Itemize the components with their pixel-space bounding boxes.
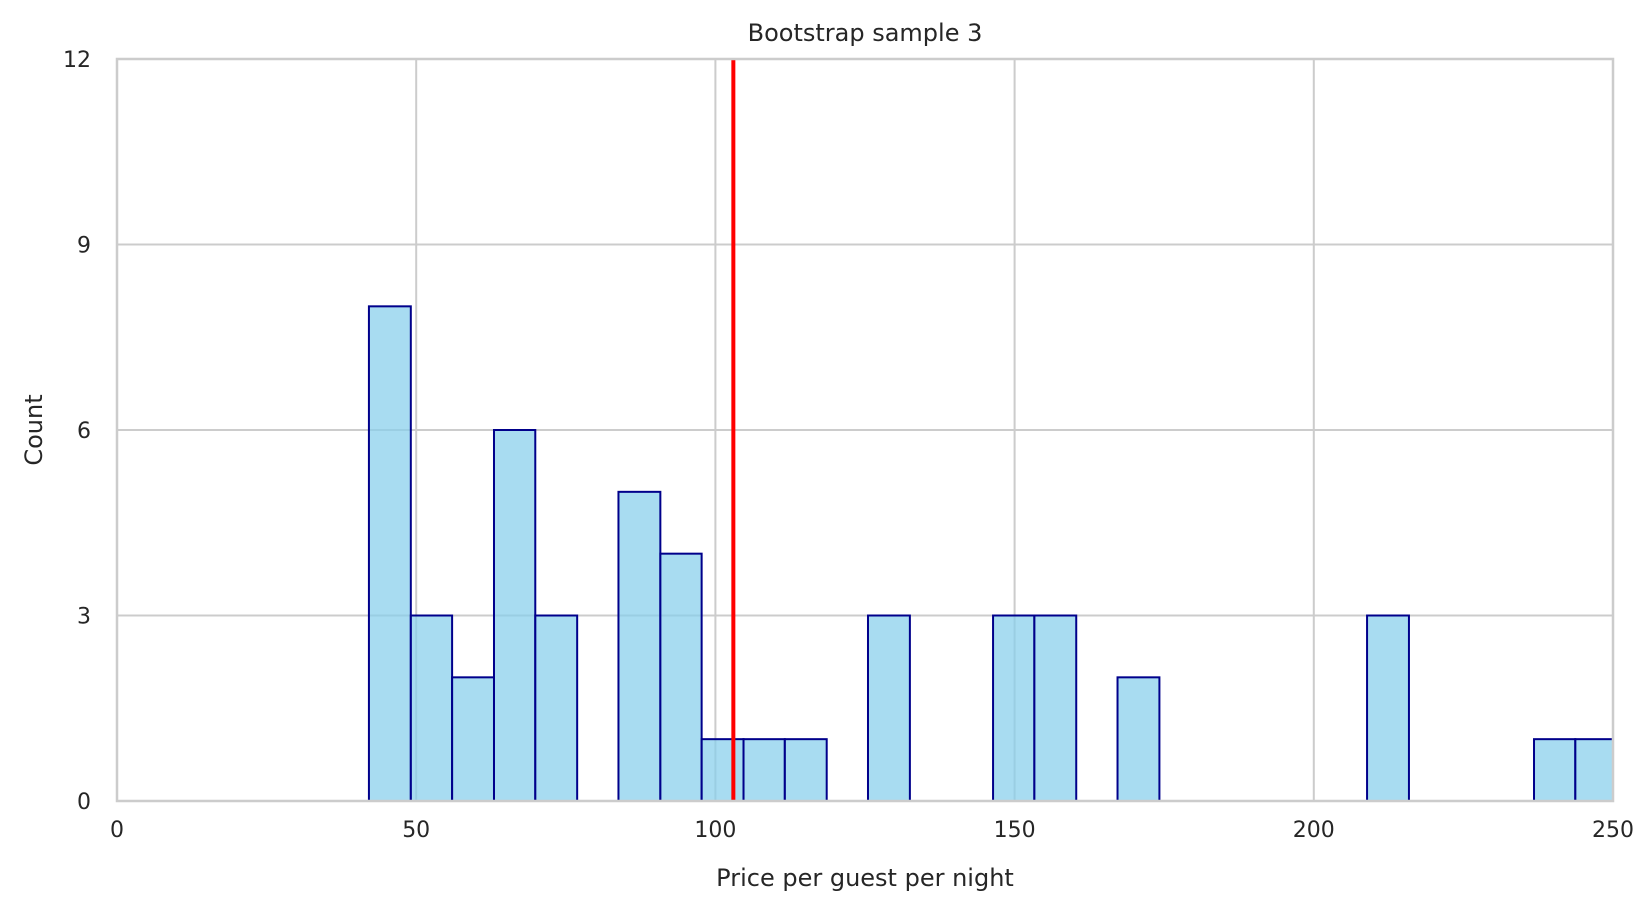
- histogram-bars: [367, 305, 1614, 803]
- histogram-bar: [451, 676, 495, 802]
- histogram-bar: [1533, 738, 1577, 803]
- histogram-bar: [866, 614, 911, 802]
- histogram-bar: [700, 738, 745, 803]
- histogram-bar: [1116, 676, 1161, 802]
- x-tick-labels: 0 50 100 150 200 250: [110, 818, 1634, 843]
- histogram-bar: [409, 614, 454, 802]
- y-axis-label: Count: [20, 394, 48, 465]
- x-tick-label: 150: [994, 818, 1036, 843]
- x-tick-label: 0: [110, 818, 124, 843]
- plot-frame: [115, 57, 1615, 803]
- histogram-bar: [492, 429, 537, 802]
- histogram-bar: [1574, 738, 1614, 803]
- histogram-bar: [534, 614, 579, 802]
- x-tick-label: 50: [402, 818, 430, 843]
- x-tick-label: 200: [1293, 818, 1335, 843]
- histogram-bar: [742, 738, 786, 803]
- y-tick-labels: 0 3 6 9 12: [63, 48, 91, 815]
- x-axis-label: Price per guest per night: [716, 864, 1014, 892]
- histogram-bar: [1033, 614, 1078, 802]
- histogram-bar: [1366, 614, 1410, 802]
- chart-title: Bootstrap sample 3: [748, 19, 983, 47]
- y-tick-label: 12: [63, 48, 91, 73]
- histogram-bar: [783, 738, 828, 803]
- histogram-bar: [659, 552, 703, 803]
- x-tick-label: 250: [1592, 818, 1634, 843]
- y-tick-label: 9: [77, 234, 91, 259]
- y-tick-label: 0: [77, 790, 91, 815]
- histogram-bar: [367, 305, 412, 802]
- histogram-bar: [992, 614, 1036, 802]
- x-tick-label: 100: [694, 818, 736, 843]
- histogram-bar: [617, 490, 662, 802]
- y-tick-label: 6: [77, 419, 91, 444]
- y-tick-label: 3: [77, 605, 91, 630]
